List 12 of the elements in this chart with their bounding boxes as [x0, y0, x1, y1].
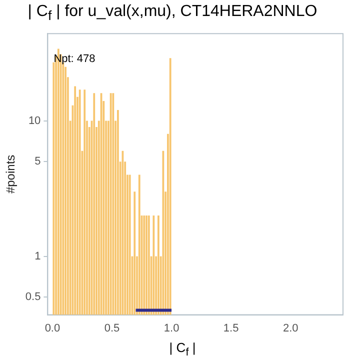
y-axis-title: #points — [4, 154, 18, 194]
x-tick-label: 1.0 — [164, 322, 180, 334]
chart-title: | C$_{f}$ | for u_val(x,mu), CT14HERA2NNLO — [26, 2, 318, 24]
y-tick-label: 1 — [34, 250, 41, 262]
y-tick-label: 0.5 — [25, 291, 41, 304]
x-tick-label: 1.5 — [223, 322, 239, 334]
y-tick-label: 10 — [28, 114, 41, 127]
y-tick-label: 5 — [34, 156, 41, 168]
x-tick-label: 0.5 — [104, 322, 120, 334]
x-tick-label: 2.0 — [282, 322, 298, 334]
x-axis-title: | C$_{f}$ | — [168, 339, 197, 359]
x-tick-label: 0.0 — [44, 322, 60, 334]
